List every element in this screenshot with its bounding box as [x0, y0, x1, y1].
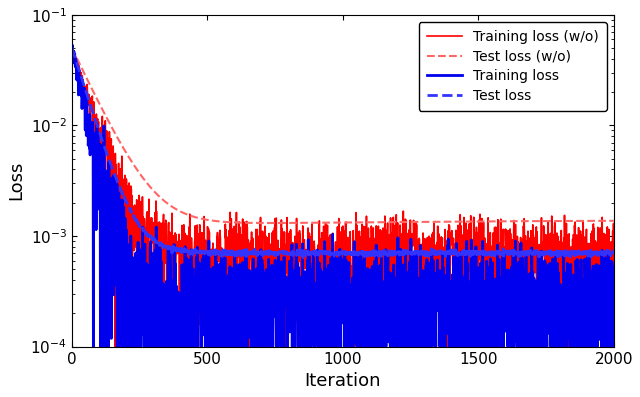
Training loss (w/o)	[515, 240, 522, 245]
Test loss (w/o)	[81, 71, 88, 75]
Legend: Training loss (w/o), Test loss (w/o), Training loss, Test loss: Training loss (w/o), Test loss (w/o), Tr…	[419, 22, 607, 111]
Test loss	[81, 84, 88, 89]
Training loss (w/o)	[111, 344, 119, 349]
Training loss	[610, 287, 618, 292]
Training loss	[81, 86, 88, 91]
Training loss (w/o)	[68, 43, 76, 48]
Training loss	[90, 344, 97, 349]
Training loss (w/o)	[269, 248, 277, 253]
Training loss (w/o)	[81, 85, 88, 89]
Test loss (w/o)	[269, 221, 277, 225]
Training loss	[98, 145, 106, 150]
Training loss	[394, 344, 402, 349]
Test loss (w/o)	[265, 221, 273, 225]
Training loss	[270, 289, 278, 293]
Test loss	[515, 252, 522, 256]
Training loss	[117, 254, 125, 258]
Training loss (w/o)	[116, 194, 124, 199]
Test loss	[610, 251, 618, 256]
Test loss	[97, 135, 105, 140]
Training loss (w/o)	[97, 127, 105, 132]
X-axis label: Iteration: Iteration	[305, 372, 381, 390]
Training loss (w/o)	[610, 301, 618, 306]
Training loss	[68, 50, 76, 54]
Test loss (w/o)	[116, 140, 124, 145]
Test loss (w/o)	[515, 219, 522, 224]
Test loss	[300, 255, 307, 260]
Test loss	[116, 186, 124, 191]
Test loss	[68, 46, 76, 50]
Test loss (w/o)	[97, 105, 105, 110]
Test loss (w/o)	[394, 220, 402, 224]
Y-axis label: Loss: Loss	[7, 161, 25, 200]
Line: Training loss (w/o): Training loss (w/o)	[72, 46, 614, 347]
Training loss	[68, 42, 76, 47]
Training loss (w/o)	[394, 266, 402, 271]
Line: Test loss: Test loss	[72, 48, 614, 258]
Training loss	[515, 289, 522, 294]
Test loss	[269, 251, 277, 255]
Test loss (w/o)	[68, 46, 76, 50]
Test loss (w/o)	[610, 218, 618, 223]
Line: Training loss: Training loss	[72, 45, 614, 347]
Line: Test loss (w/o): Test loss (w/o)	[72, 48, 614, 223]
Test loss	[394, 250, 402, 255]
